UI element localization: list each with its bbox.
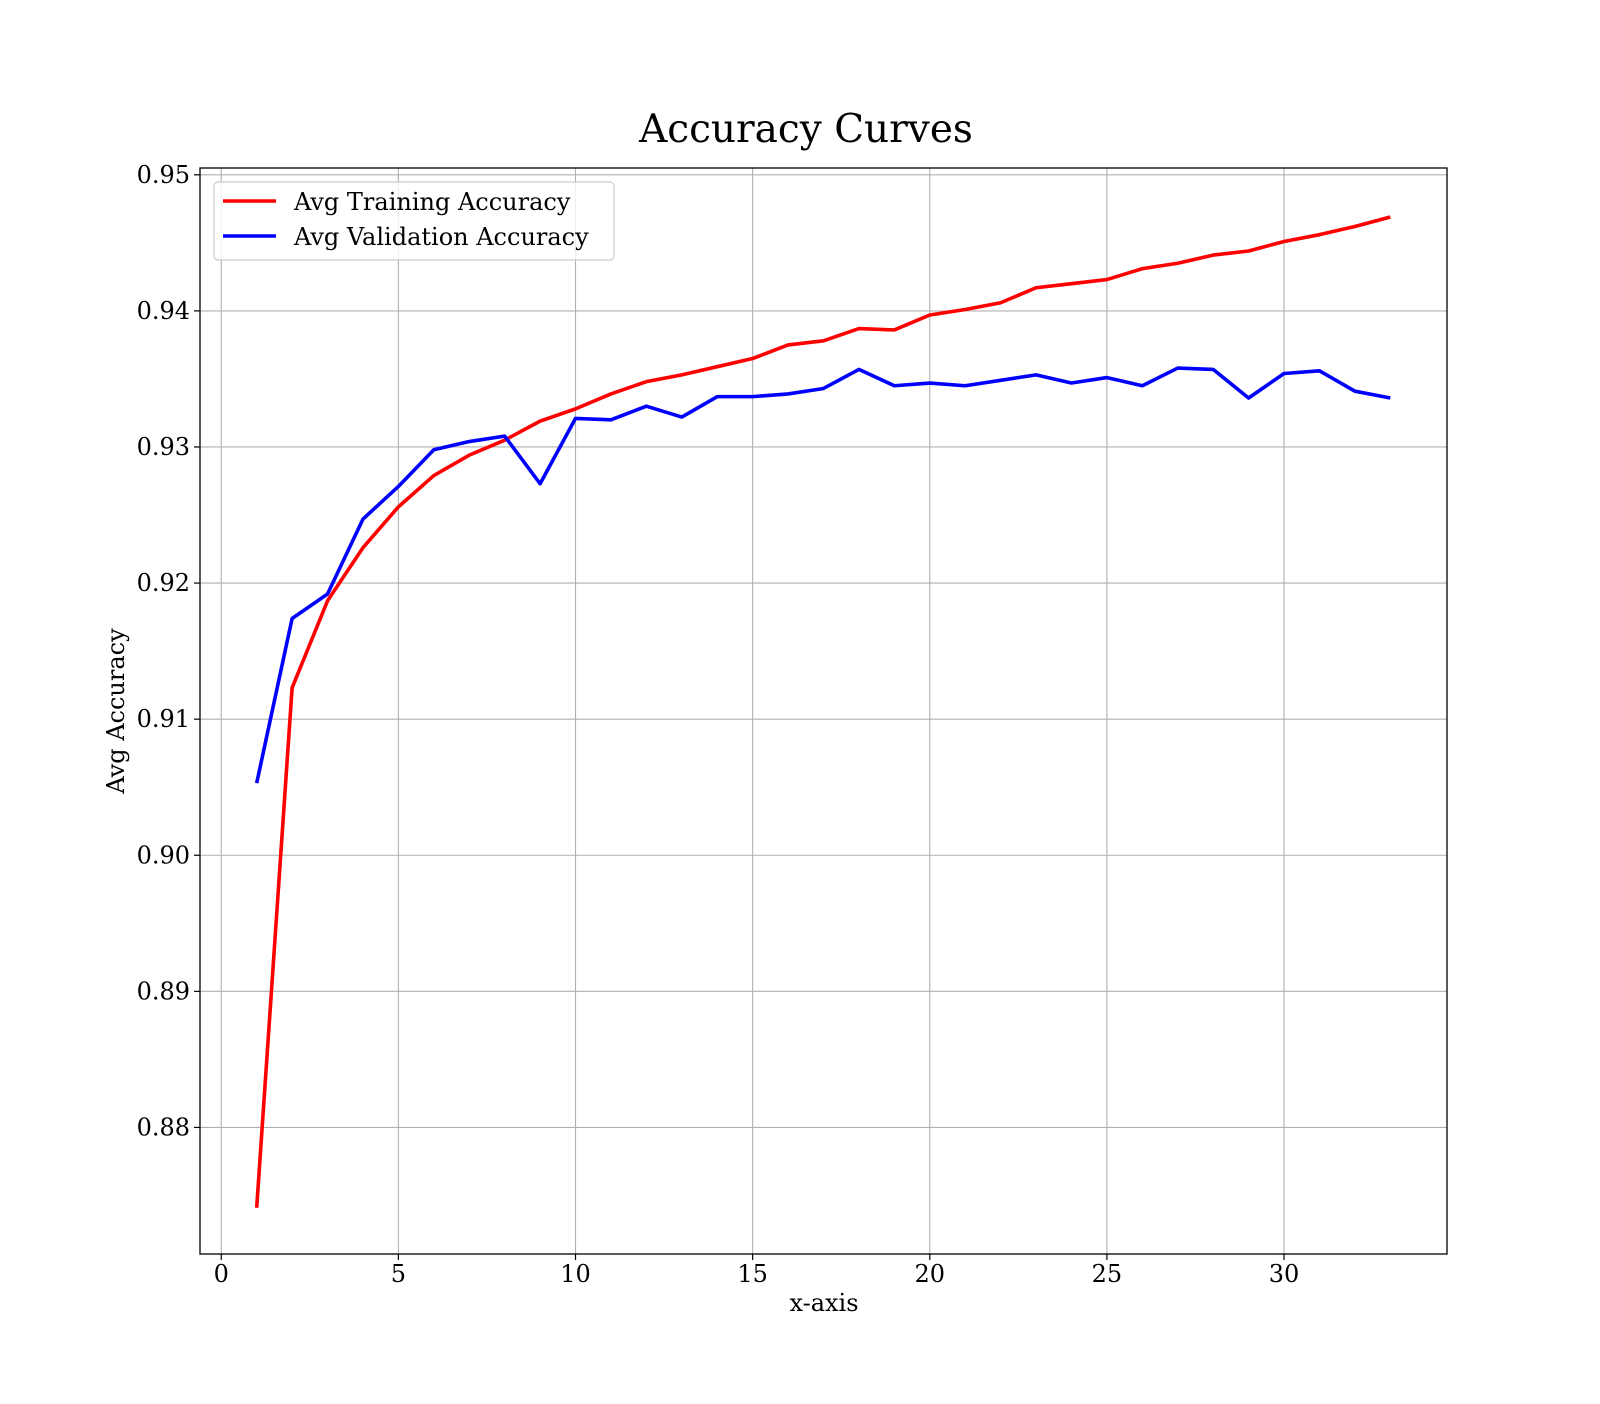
x-tick-label: 0 <box>214 1260 229 1288</box>
y-tick-label: 0.95 <box>137 161 190 189</box>
y-tick-label: 0.89 <box>137 977 190 1005</box>
series-line-validation <box>254 366 1391 784</box>
x-tick-label: 15 <box>737 1260 768 1288</box>
y-tick-label: 0.90 <box>137 841 190 869</box>
x-tick-label: 25 <box>1092 1260 1123 1288</box>
plot-frame <box>199 167 1448 1255</box>
y-tick-label: 0.94 <box>137 297 190 325</box>
x-tick-label: 10 <box>560 1260 591 1288</box>
x-tick-label: 30 <box>1269 1260 1300 1288</box>
x-tick-label: 20 <box>915 1260 946 1288</box>
x-axis-label: x-axis <box>789 1289 858 1317</box>
legend-label-training: Avg Training Accuracy <box>293 188 571 216</box>
y-tick-label: 0.91 <box>137 705 190 733</box>
y-axis-label: Avg Accuracy <box>102 628 130 795</box>
y-tick-label: 0.93 <box>137 433 190 461</box>
x-tick-label: 5 <box>391 1260 406 1288</box>
series-lines <box>254 215 1391 1208</box>
chart-title: Accuracy Curves <box>638 107 973 152</box>
legend-label-validation: Avg Validation Accuracy <box>293 223 589 251</box>
legend: Avg Training Accuracy Avg Validation Acc… <box>213 181 615 261</box>
y-tick-label: 0.92 <box>137 569 190 597</box>
series-line-training <box>254 215 1391 1208</box>
y-tick-label: 0.88 <box>137 1113 190 1141</box>
grid-lines <box>200 168 1447 1254</box>
legend-frame <box>213 181 615 261</box>
axis-ticks: 0 5 10 15 20 25 30 0.88 0.89 0.90 0.91 0.92 0.93 0.94… <box>137 161 1300 1288</box>
